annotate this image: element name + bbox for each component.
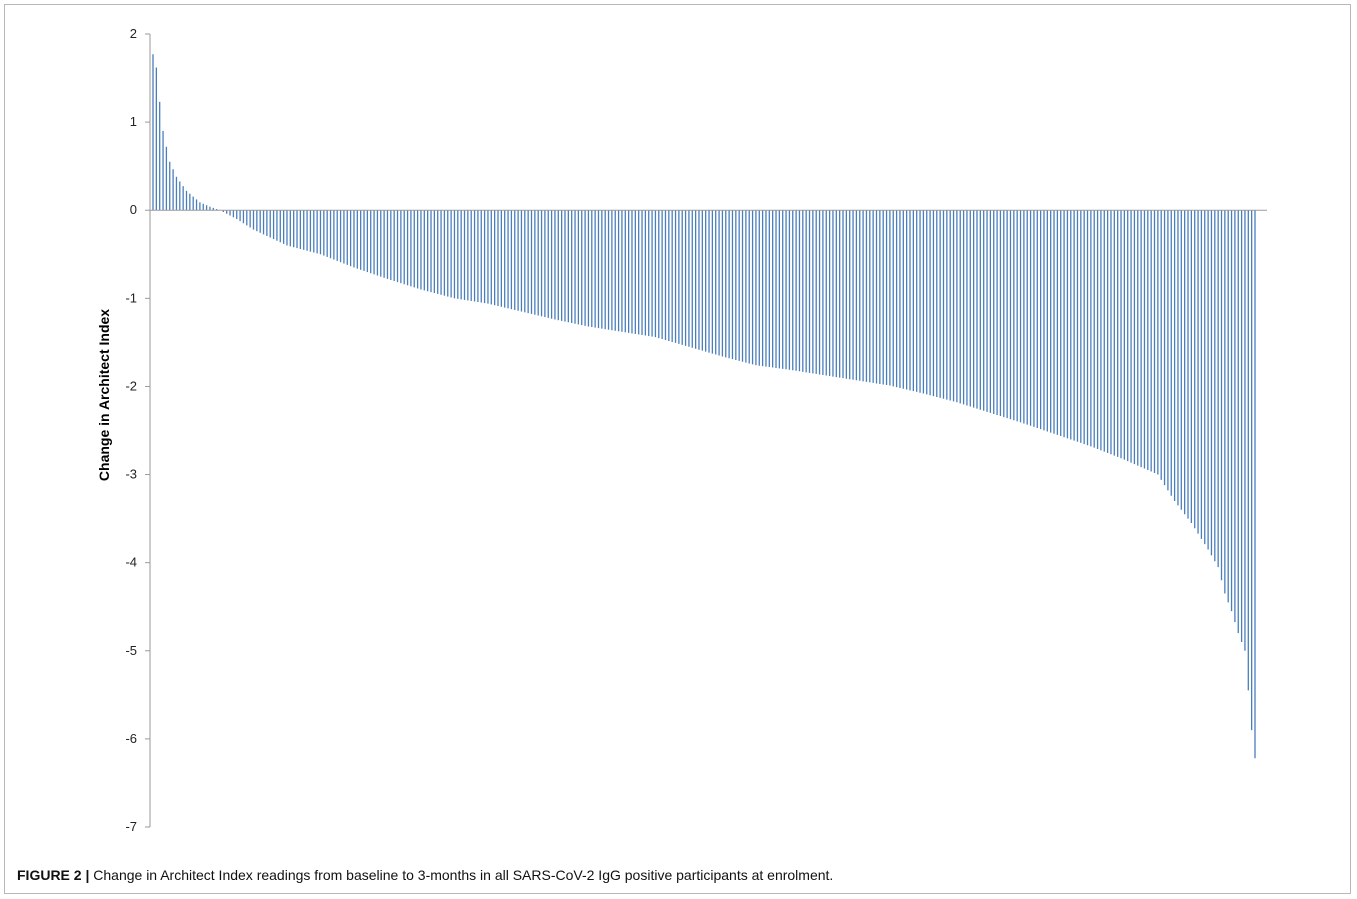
figure-caption-text: Change in Architect Index readings from …: [89, 867, 834, 883]
y-tick-label: -1: [125, 290, 137, 305]
y-tick-label: 2: [130, 26, 137, 41]
y-tick-label: -6: [125, 731, 137, 746]
bars-group: [152, 54, 1256, 759]
y-tick-label: 0: [130, 202, 137, 217]
figure-caption-label: FIGURE 2 |: [17, 867, 90, 883]
y-tick-label: 1: [130, 114, 137, 129]
y-tick-label: -4: [125, 555, 137, 570]
y-tick-label: -3: [125, 467, 137, 482]
y-tick-label: -7: [125, 819, 137, 834]
y-tick-label: -5: [125, 643, 137, 658]
y-axis-title: Change in Architect Index: [96, 309, 112, 481]
y-tick-label: -2: [125, 378, 137, 393]
bar-chart: 2 1 0 -1 -2 -3 -4 -5 -6 -7 Change in Architect In…: [96, 26, 1267, 834]
y-ticks-group: 2 1 0 -1 -2 -3 -4 -5 -6 -7: [125, 26, 150, 834]
figure-frame: 2 1 0 -1 -2 -3 -4 -5 -6 -7 Change in Architect In…: [4, 4, 1351, 894]
figure-caption: FIGURE 2 | Change in Architect Index rea…: [17, 867, 1347, 883]
